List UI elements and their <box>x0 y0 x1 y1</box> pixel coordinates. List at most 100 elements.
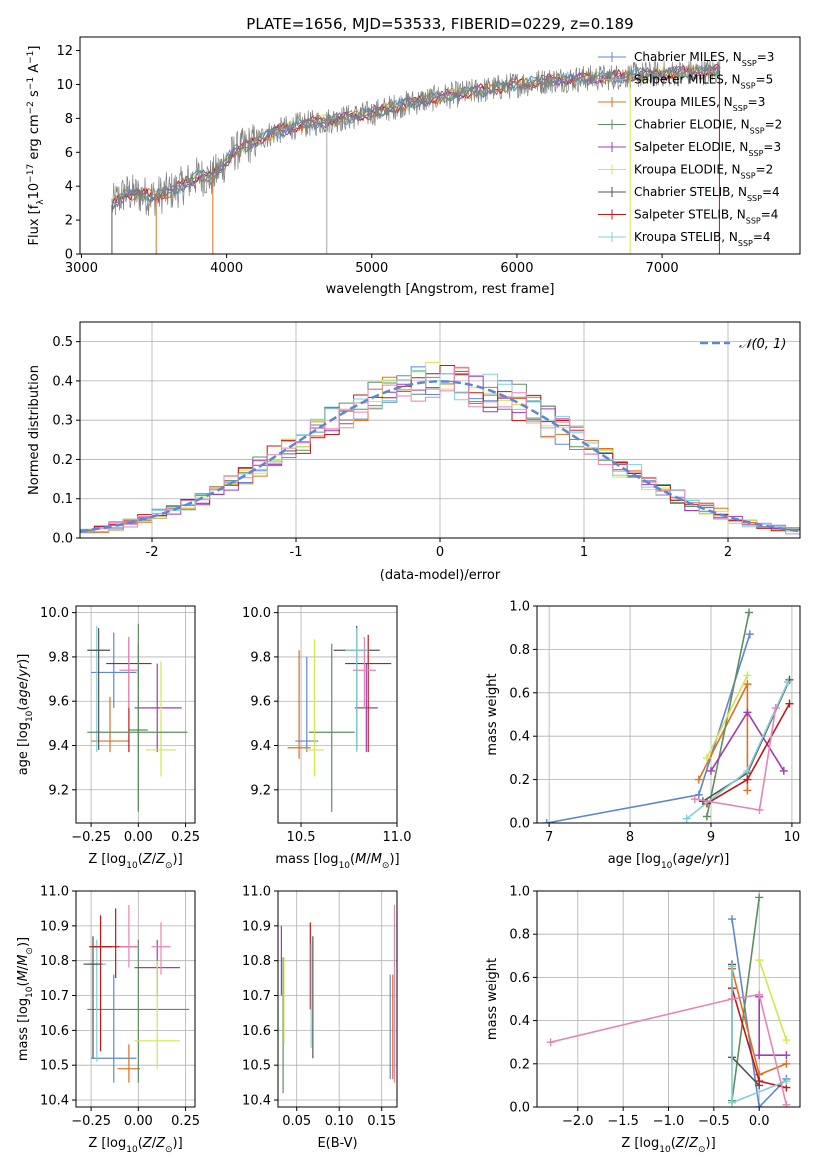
y-tick-label: 11.0 <box>40 885 69 900</box>
series-marker <box>743 680 752 689</box>
y-tick-label: 0.4 <box>509 730 530 745</box>
data-point <box>117 1044 141 1083</box>
series-marker <box>727 962 736 971</box>
series-marker <box>743 775 752 784</box>
chart-age-vs-mass: 10.5 11.0 9.2 9.4 9.6 9.8 10.0 mass [log10(M/M⊙… <box>242 605 412 871</box>
series-marker <box>682 814 691 823</box>
histogram-step <box>80 366 800 535</box>
series-marker <box>743 766 752 775</box>
series-marker <box>755 956 764 965</box>
y-axis-label: Normed distribution <box>27 365 42 495</box>
data-point <box>287 650 311 759</box>
x-tick-label: 0.25 <box>171 830 200 845</box>
x-tick-label: −2.0 <box>562 1114 594 1129</box>
x-tick-label: 11.0 <box>383 830 412 845</box>
series-marker <box>702 753 711 762</box>
histogram-step <box>80 370 800 532</box>
x-tick-label: −1.5 <box>607 1114 639 1129</box>
x-tick-label: 5000 <box>355 261 388 276</box>
y-tick-label: 0.6 <box>509 686 530 701</box>
x-tick-label: 0.25 <box>171 1114 200 1129</box>
y-tick-label: 0.0 <box>509 1101 530 1116</box>
y-tick-label: 9.2 <box>48 783 69 798</box>
y-tick-label: 0 <box>65 248 73 263</box>
series-marker <box>743 786 752 795</box>
y-tick-label: 10.5 <box>40 1059 69 1074</box>
x-tick-label: 3000 <box>65 261 98 276</box>
y-tick-label: 10.9 <box>40 919 69 934</box>
y-tick-label: 9.4 <box>48 739 69 754</box>
x-tick-label: -1 <box>290 545 303 560</box>
data-point <box>119 637 139 708</box>
x-tick-label: −0.25 <box>71 830 111 845</box>
series-marker <box>783 677 792 686</box>
y-tick-label: 1.0 <box>509 600 530 615</box>
chart-mass-weight-vs-age: 7 8 9 10 0.0 0.2 0.4 0.6 0.8 1.0 age [log10(age/yr… <box>485 600 801 871</box>
y-tick-label: 0.4 <box>52 374 73 389</box>
y-tick-label: 10.9 <box>242 919 271 934</box>
series-marker <box>782 1077 791 1086</box>
y-tick-label: 2 <box>65 214 73 229</box>
axes-frame <box>75 890 196 1108</box>
y-tick-label: 10.7 <box>242 989 271 1004</box>
axes-frame <box>536 605 801 824</box>
y-axis-label: mass weight <box>485 958 500 1040</box>
series-marker <box>755 1077 764 1086</box>
data-point <box>87 628 110 750</box>
data-point <box>87 643 188 812</box>
x-tick-label: 0.10 <box>325 1114 354 1129</box>
errorbar-plot-area <box>87 623 188 812</box>
y-tick-label: 0.8 <box>509 643 530 658</box>
y-tick-label: 10 <box>56 78 73 93</box>
series-marker <box>745 608 754 617</box>
x-tick-label: 0.0 <box>749 1114 770 1129</box>
y-tick-label: 11.0 <box>242 885 271 900</box>
x-axis-label: Z [log10(Z/Z⊙)] <box>88 852 182 871</box>
legend-entry: 𝒩(0, 1) <box>739 337 786 352</box>
chart-age-vs-Z: −0.25 0.00 0.25 9.2 9.4 9.6 9.8 10.0 Z [log10(Z/… <box>16 605 200 871</box>
series-marker <box>755 805 764 814</box>
series-marker <box>727 915 736 924</box>
data-point <box>87 939 190 1083</box>
x-tick-label: −0.5 <box>698 1114 730 1129</box>
y-tick-label: 10.8 <box>242 954 271 969</box>
chart-residuals: -2 -1 0 1 2 0.0 0.1 0.2 0.3 0.4 0.5 (data-model)/er… <box>27 321 801 583</box>
x-tick-label: 0.00 <box>124 830 153 845</box>
x-tick-label: 0.05 <box>282 1114 311 1129</box>
series-marker <box>782 1059 791 1068</box>
x-axis-label: Z [log10(Z/Z⊙)] <box>88 1136 182 1155</box>
line-plot-area <box>546 893 791 1107</box>
x-axis-label: wavelength [Angstrom, rest frame] <box>326 282 555 297</box>
data-point <box>91 974 137 1083</box>
legend-entry: Kroupa STELIB, NSSP=4 <box>634 230 771 248</box>
spectrum-plot-area <box>111 59 721 254</box>
axes-frame <box>277 605 398 824</box>
y-tick-label: 0.2 <box>509 773 530 788</box>
series-marker <box>755 1051 764 1060</box>
y-tick-label: 4 <box>65 180 73 195</box>
y-tick-label: 10.8 <box>40 954 69 969</box>
series-marker <box>706 766 715 775</box>
x-tick-label: −1.0 <box>653 1114 685 1129</box>
y-tick-label: 12 <box>56 44 73 59</box>
errorbar-plot-area <box>287 625 392 812</box>
chart-mass-vs-Z: −0.25 0.00 0.25 10.4 10.5 10.6 10.7 10.8 10.9 11.… <box>16 885 200 1156</box>
x-tick-label: 7000 <box>646 261 679 276</box>
legend: Chabrier MILES, NSSP=3 Salpeter MILES, NS… <box>598 50 782 248</box>
x-axis-label: (data-model)/error <box>380 568 501 583</box>
errorbar-plot-area <box>280 904 396 1094</box>
x-tick-label: 0.00 <box>124 1114 153 1129</box>
y-tick-label: 10.4 <box>242 1094 271 1109</box>
legend-entry: Salpeter ELODIE, NSSP=3 <box>634 140 781 158</box>
y-tick-label: 10.0 <box>242 606 271 621</box>
y-tick-label: 0.1 <box>52 492 73 507</box>
y-tick-label: 0.6 <box>509 971 530 986</box>
data-point <box>145 661 177 777</box>
y-tick-label: 0.4 <box>509 1014 530 1029</box>
y-tick-label: 10.0 <box>40 606 69 621</box>
series-marker <box>755 1103 764 1107</box>
legend-entry: Salpeter MILES, NSSP=5 <box>634 73 773 91</box>
series-marker <box>690 795 699 804</box>
data-point <box>87 939 107 1062</box>
